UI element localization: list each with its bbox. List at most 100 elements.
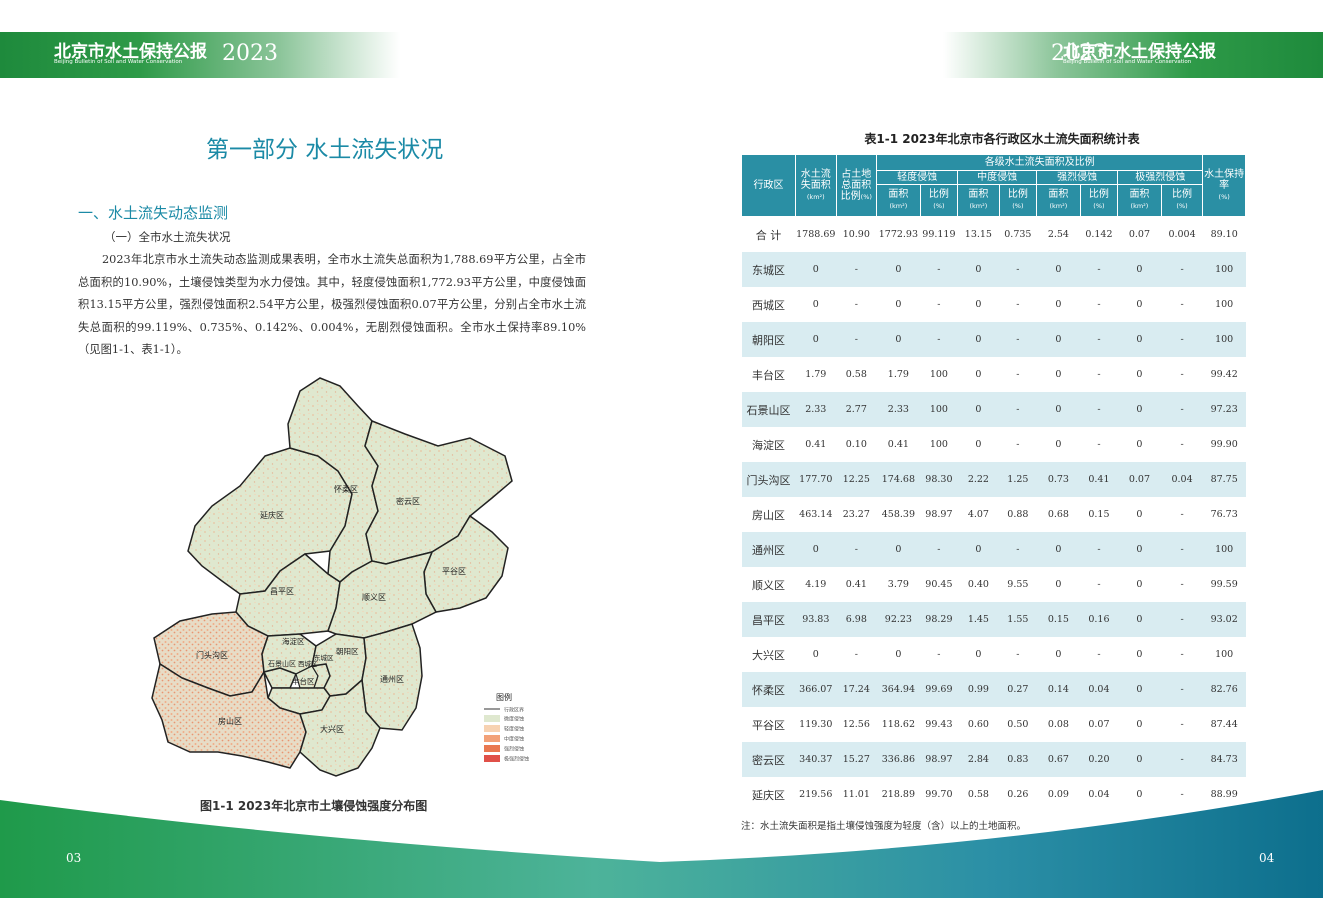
legend-swatch — [484, 745, 500, 752]
table-cell: 87.44 — [1202, 707, 1246, 742]
table-cell: 0 — [876, 532, 921, 567]
th-land-ratio: 占土地总面积比例(%) — [835, 154, 878, 217]
table-cell: 364.94 — [876, 672, 921, 707]
table-cell: 23.27 — [836, 497, 877, 532]
table-cell: - — [999, 637, 1037, 672]
table-cell: 0 — [876, 287, 921, 322]
district-label: 顺义区 — [362, 593, 386, 602]
table-cell: 1.79 — [795, 357, 837, 392]
table-cell: 0 — [957, 532, 1000, 567]
table-cell: - — [836, 252, 877, 287]
table-cell: 0.16 — [1080, 602, 1118, 637]
table-cell: 0.41 — [836, 567, 877, 602]
table-cell: 118.62 — [876, 707, 921, 742]
legend-swatch — [484, 755, 500, 762]
table-cell: 0 — [1036, 567, 1081, 602]
table-cell: 0.99 — [957, 672, 1000, 707]
table-cell: 0.68 — [1036, 497, 1081, 532]
table-cell: 1.79 — [876, 357, 921, 392]
table-cell: - — [836, 532, 877, 567]
table-cell: 0 — [1117, 497, 1162, 532]
table-cell: 100 — [1202, 322, 1246, 357]
table-row: 大兴区 0-0-0-0-0-100 — [741, 637, 1246, 672]
table-cell: 0.735 — [999, 216, 1037, 252]
table-cell: 218.89 — [876, 777, 921, 812]
district-label: 怀柔区 — [334, 484, 358, 494]
table-cell: - — [999, 392, 1037, 427]
table-cell: 2.84 — [957, 742, 1000, 777]
row-district-name: 门头沟区 — [741, 462, 796, 497]
th-area-label: 面积 — [1129, 189, 1150, 200]
th-retention: 水土保持率 (%) — [1202, 154, 1246, 217]
table-cell: 13.15 — [957, 216, 1000, 252]
table-cell: 98.29 — [920, 602, 958, 637]
table-cell: - — [920, 252, 958, 287]
th-ratio-unit: (%) — [933, 202, 945, 210]
table-cell: 2.54 — [1036, 216, 1081, 252]
th-retention-unit: (%) — [1218, 192, 1230, 201]
table-cell: 0 — [795, 322, 837, 357]
legend-swatch — [484, 735, 500, 742]
table-cell: - — [999, 532, 1037, 567]
table-cell: 0.20 — [1080, 742, 1118, 777]
table-cell: 97.23 — [1202, 392, 1246, 427]
table-cell: 0.07 — [1117, 216, 1162, 252]
erosion-map: 延庆区 怀柔区 密云区 平谷区 昌平区 顺义区 门头沟区 海淀区 朝阳区 石景山… — [151, 377, 529, 777]
table-cell: 0 — [1036, 287, 1081, 322]
table-row: 怀柔区 366.07 17.24 364.94 99.69 0.99 0.27 0.14 0.0… — [741, 672, 1246, 707]
row-district-name: 西城区 — [741, 287, 796, 322]
table-cell: 336.86 — [876, 742, 921, 777]
table-row: 东城区 0-0-0-0-0-100 — [741, 252, 1246, 287]
table-cell: 0 — [1117, 567, 1162, 602]
th-land-ratio-label: 占土地总面积比例 — [840, 168, 872, 202]
row-district-name: 丰台区 — [741, 357, 796, 392]
row-district-name: 密云区 — [741, 742, 796, 777]
table-cell: 92.23 — [876, 602, 921, 637]
header-subtitle-left: Beijing Bulletin of Soil and Water Conse… — [54, 59, 183, 65]
table-row: 朝阳区 0-0-0-0-0-100 — [741, 322, 1246, 357]
table-cell: - — [999, 427, 1037, 462]
th-loss-area-label: 水土流失面积 — [800, 168, 831, 191]
table-cell: 0.83 — [999, 742, 1037, 777]
table-cell: 0.41 — [795, 427, 837, 462]
table-cell: - — [1161, 707, 1203, 742]
legend-label: 极强烈侵蚀 — [504, 756, 529, 763]
header-subtitle-right: Beijing Bulletin of Soil and Water Conse… — [1063, 59, 1192, 65]
table-row: 通州区 0-0-0-0-0-100 — [741, 532, 1246, 567]
table-cell: 84.73 — [1202, 742, 1246, 777]
district-label: 平谷区 — [442, 567, 466, 576]
district-label: 通州区 — [380, 674, 404, 684]
district-shunyi — [327, 550, 438, 639]
table-cell: 0.58 — [836, 357, 877, 392]
th-moderate: 中度侵蚀 — [957, 170, 1038, 185]
table-cell: 1.55 — [999, 602, 1037, 637]
table-cell: 99.69 — [920, 672, 958, 707]
table-cell: 11.01 — [836, 777, 877, 812]
table-cell: - — [1161, 322, 1203, 357]
legend-label: 微度侵蚀 — [504, 716, 524, 723]
table-row: 平谷区 119.30 12.56 118.62 99.43 0.60 0.50 0.08 0.0… — [741, 707, 1246, 742]
th-district: 行政区 — [740, 154, 797, 217]
table-cell: 458.39 — [876, 497, 921, 532]
legend-label: 强烈侵蚀 — [504, 746, 524, 753]
table-cell: 3.79 — [876, 567, 921, 602]
table-cell: - — [1080, 287, 1118, 322]
district-yanqing — [187, 447, 353, 595]
table-cell: 0 — [1117, 672, 1162, 707]
table-cell: 1.45 — [957, 602, 1000, 637]
table-cell: - — [1080, 637, 1118, 672]
district-daxing — [299, 678, 381, 777]
table-row: 房山区 463.14 23.27 458.39 98.97 4.07 0.88 0.68 0.1… — [741, 497, 1246, 532]
table-cell: - — [1161, 567, 1203, 602]
table-cell: - — [1080, 357, 1118, 392]
th-intense: 强烈侵蚀 — [1036, 170, 1119, 185]
table-cell: - — [836, 322, 877, 357]
table-cell: - — [999, 252, 1037, 287]
th-ratio-label: 比例 — [1088, 189, 1109, 200]
figure-caption: 图1-1 2023年北京市土壤侵蚀强度分布图 — [200, 799, 428, 813]
table-cell: 0.67 — [1036, 742, 1081, 777]
row-district-name: 怀柔区 — [741, 672, 796, 707]
table-cell: - — [1161, 427, 1203, 462]
th-area: 面积 (km²) — [957, 184, 1000, 217]
table-cell: - — [1161, 497, 1203, 532]
